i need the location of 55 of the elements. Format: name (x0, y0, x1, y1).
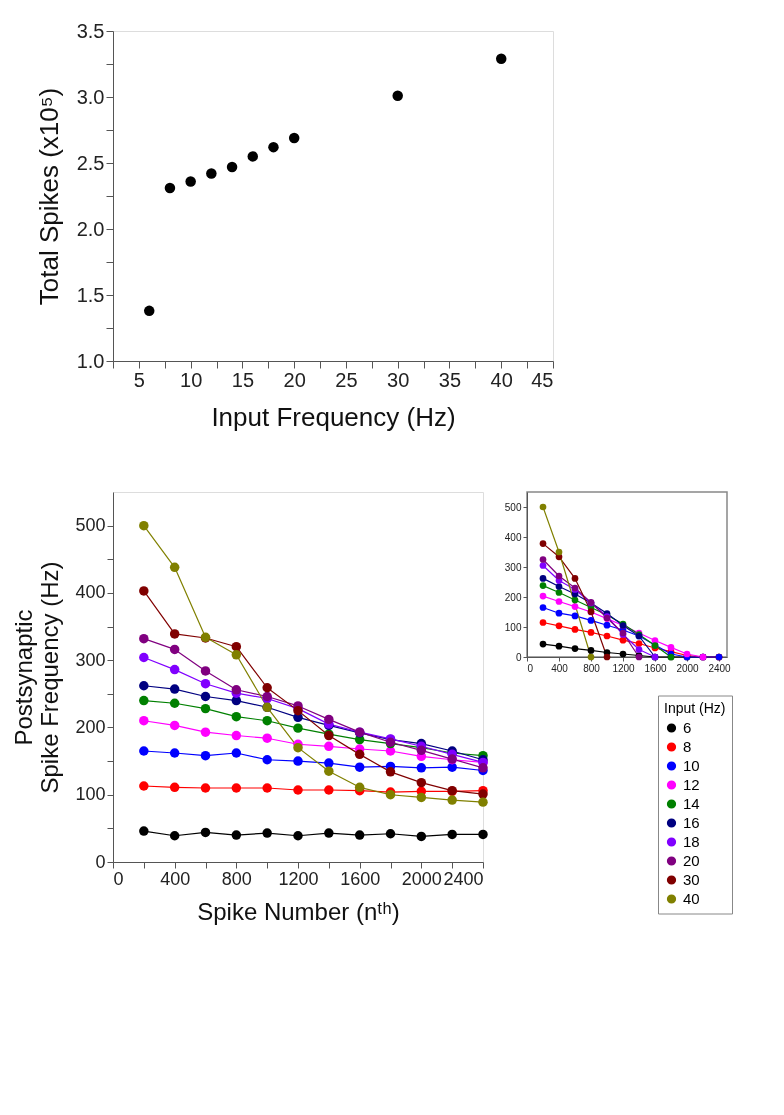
legend-label: 40 (683, 890, 700, 907)
y-tick-label: 100 (504, 621, 522, 633)
x-tick-label: 2000 (401, 868, 442, 889)
legend-label: 10 (683, 757, 700, 774)
x-tick-label: 2000 (676, 662, 700, 674)
x-tick-label: 1600 (644, 662, 668, 674)
x-tick-label: 1200 (612, 662, 636, 674)
x-tick-label: 400 (160, 868, 191, 889)
y-tick-label: 0 (515, 651, 522, 663)
y-tick-label: 500 (504, 501, 522, 513)
x-tick-label: 30 (387, 368, 410, 391)
x-tick-label: 400 (551, 662, 569, 674)
y-tick-label: 200 (75, 716, 106, 737)
y-tick-label: 3.0 (76, 85, 105, 108)
x-tick-label: 5 (133, 368, 145, 391)
y-tick-label: 3.5 (76, 19, 105, 42)
x-tick-label: 45 (531, 368, 554, 391)
y-axis-title: Total Spikes (x10⁵) (33, 87, 64, 306)
legend-label: 18 (683, 833, 700, 850)
legend-title: Input (Hz) (664, 699, 726, 716)
x-tick-label: 40 (490, 368, 513, 391)
y-tick-label: 400 (504, 531, 522, 543)
x-tick-label: 0 (527, 662, 534, 674)
y-axis-title: Postsynaptic Spike Frequency (Hz) (10, 561, 64, 794)
y-tick-label: 100 (75, 784, 106, 805)
x-tick-label: 10 (180, 368, 203, 391)
legend-label: 16 (683, 814, 700, 831)
x-tick-label: 800 (221, 868, 252, 889)
x-axis-title: Input Frequency (Hz) (211, 401, 456, 432)
y-tick-label: 0 (95, 851, 106, 872)
x-tick-label: 1200 (278, 868, 319, 889)
x-tick-label: 1600 (340, 868, 381, 889)
y-tick-label: 1.0 (76, 349, 105, 372)
x-tick-label: 25 (335, 368, 358, 391)
x-tick-label: 35 (438, 368, 462, 391)
y-tick-label: 2.5 (76, 151, 105, 174)
x-tick-label: 15 (231, 368, 255, 391)
legend-label: 14 (683, 795, 700, 812)
x-tick-label: 0 (113, 868, 124, 889)
y-tick-label: 500 (75, 515, 106, 536)
y-tick-label: 300 (75, 649, 106, 670)
legend-label: 12 (683, 776, 700, 793)
y-tick-label: 2.0 (76, 217, 105, 240)
x-tick-label: 20 (283, 368, 306, 391)
x-axis-title: Spike Number (nᵗʰ) (197, 897, 400, 925)
x-tick-label: 2400 (443, 868, 484, 889)
legend-label: 20 (683, 852, 700, 869)
x-tick-label: 2400 (708, 662, 732, 674)
x-tick-label: 800 (583, 662, 601, 674)
legend-label: 8 (683, 738, 692, 755)
y-tick-label: 200 (504, 591, 522, 603)
legend-label: 6 (683, 719, 692, 736)
y-tick-label: 400 (75, 582, 106, 603)
y-tick-label: 1.5 (76, 283, 105, 306)
y-tick-label: 300 (504, 561, 522, 573)
